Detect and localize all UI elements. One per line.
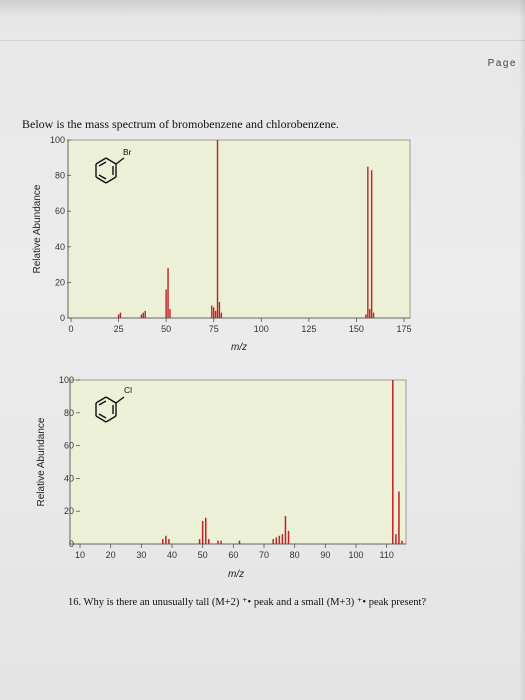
peak-bar [365,314,367,318]
peak-bar [162,539,164,544]
y-tick-label: 20 [55,277,65,287]
x-tick-label: 60 [228,550,238,560]
page-label: Page [487,58,517,69]
peak-bar [398,491,400,544]
peak-bar [204,517,207,544]
peak-bar [370,170,373,318]
x-tick-label: 90 [320,550,330,560]
x-tick-label: 30 [136,550,146,560]
header-rule [0,40,525,41]
x-tick-label: 25 [114,324,124,334]
x-tick-label: 100 [348,550,363,560]
x-tick-label: 150 [349,324,364,334]
x-tick-label: 50 [161,324,171,334]
bromobenzene-spectrum: Relative Abundance 0 20 40 60 80 100 0 25 50 75 1… [32,135,412,353]
y-axis-label: Relative Abundance [32,184,43,273]
peak-bar [287,530,290,544]
peak-bar [281,534,284,544]
x-tick-label: 70 [259,550,269,560]
substituent-label: Br [123,147,132,157]
x-tick-label: 75 [209,324,219,334]
peak-bar [169,309,171,318]
peak-bar [168,539,170,544]
peak-bar [392,380,394,544]
peak-bar [278,535,281,544]
peak-bar [119,312,122,318]
y-tick-label: 40 [64,473,74,483]
peak-bar [220,312,223,318]
x-axis-label: m/z [231,342,247,353]
y-tick-label: 100 [59,375,74,385]
y-tick-label: 80 [55,171,65,181]
peak-bar [217,540,219,544]
x-tick-label: 80 [290,550,300,560]
y-axis-label: Relative Abundance [36,417,47,506]
peak-bar [213,307,215,318]
x-tick-label: 50 [198,550,208,560]
peak-bar [369,309,371,318]
peak-bar [165,535,167,544]
plot-area [69,379,407,545]
plot-area [67,139,411,319]
peak-bar [142,312,145,318]
y-tick-label: 60 [55,206,65,216]
peak-bar [220,540,222,544]
peak-bar [214,310,217,318]
y-tick-label: 60 [64,441,74,451]
peak-bar [140,314,143,318]
peak-bar [208,539,210,544]
peak-bar [367,166,369,318]
peak-bar [216,140,219,318]
peak-bar [272,539,274,544]
x-tick-label: 20 [106,550,116,560]
peak-bar [165,289,167,318]
x-axis-label: m/z [228,569,244,580]
chlorobenzene-structure-icon: Cl [95,385,132,423]
peak-bar [167,268,169,318]
peak-bar [395,534,397,544]
top-shadow [0,0,525,18]
x-tick-label: 10 [75,550,85,560]
y-tick-label: 0 [60,313,65,323]
chlorobenzene-spectrum: Relative Abundance 0 20 40 60 80 100 10 20 30 40… [36,375,407,580]
peak-bar [117,314,120,318]
peak-bar [201,521,204,544]
bromobenzene-structure-icon: Br [95,147,132,184]
y-tick-label: 80 [64,408,74,418]
y-tick-label: 40 [55,242,65,252]
x-tick-label: 175 [396,324,411,334]
edge-shadow [519,0,525,700]
question-16: 16. Why is there an unusually tall (M+2)… [68,597,427,608]
peak-bar [372,312,375,318]
x-tick-label: 100 [254,324,269,334]
peak-bar [275,537,278,544]
y-tick-label: 100 [50,135,65,145]
peak-bar [144,310,146,318]
y-tick-label: 0 [69,539,74,549]
x-tick-label: 110 [379,550,393,560]
peak-bar [401,540,403,544]
peak-bar [218,301,221,318]
peak-bar [198,539,201,544]
peak-bar [238,540,241,544]
x-tick-label: 40 [167,550,177,560]
peak-bar [284,516,287,544]
y-tick-label: 20 [64,506,74,516]
peak-bar [211,305,213,318]
substituent-label: Cl [124,385,132,395]
intro-text: Below is the mass spectrum of bromobenze… [22,117,339,131]
x-tick-label: 0 [68,324,73,334]
x-tick-label: 125 [301,324,316,334]
